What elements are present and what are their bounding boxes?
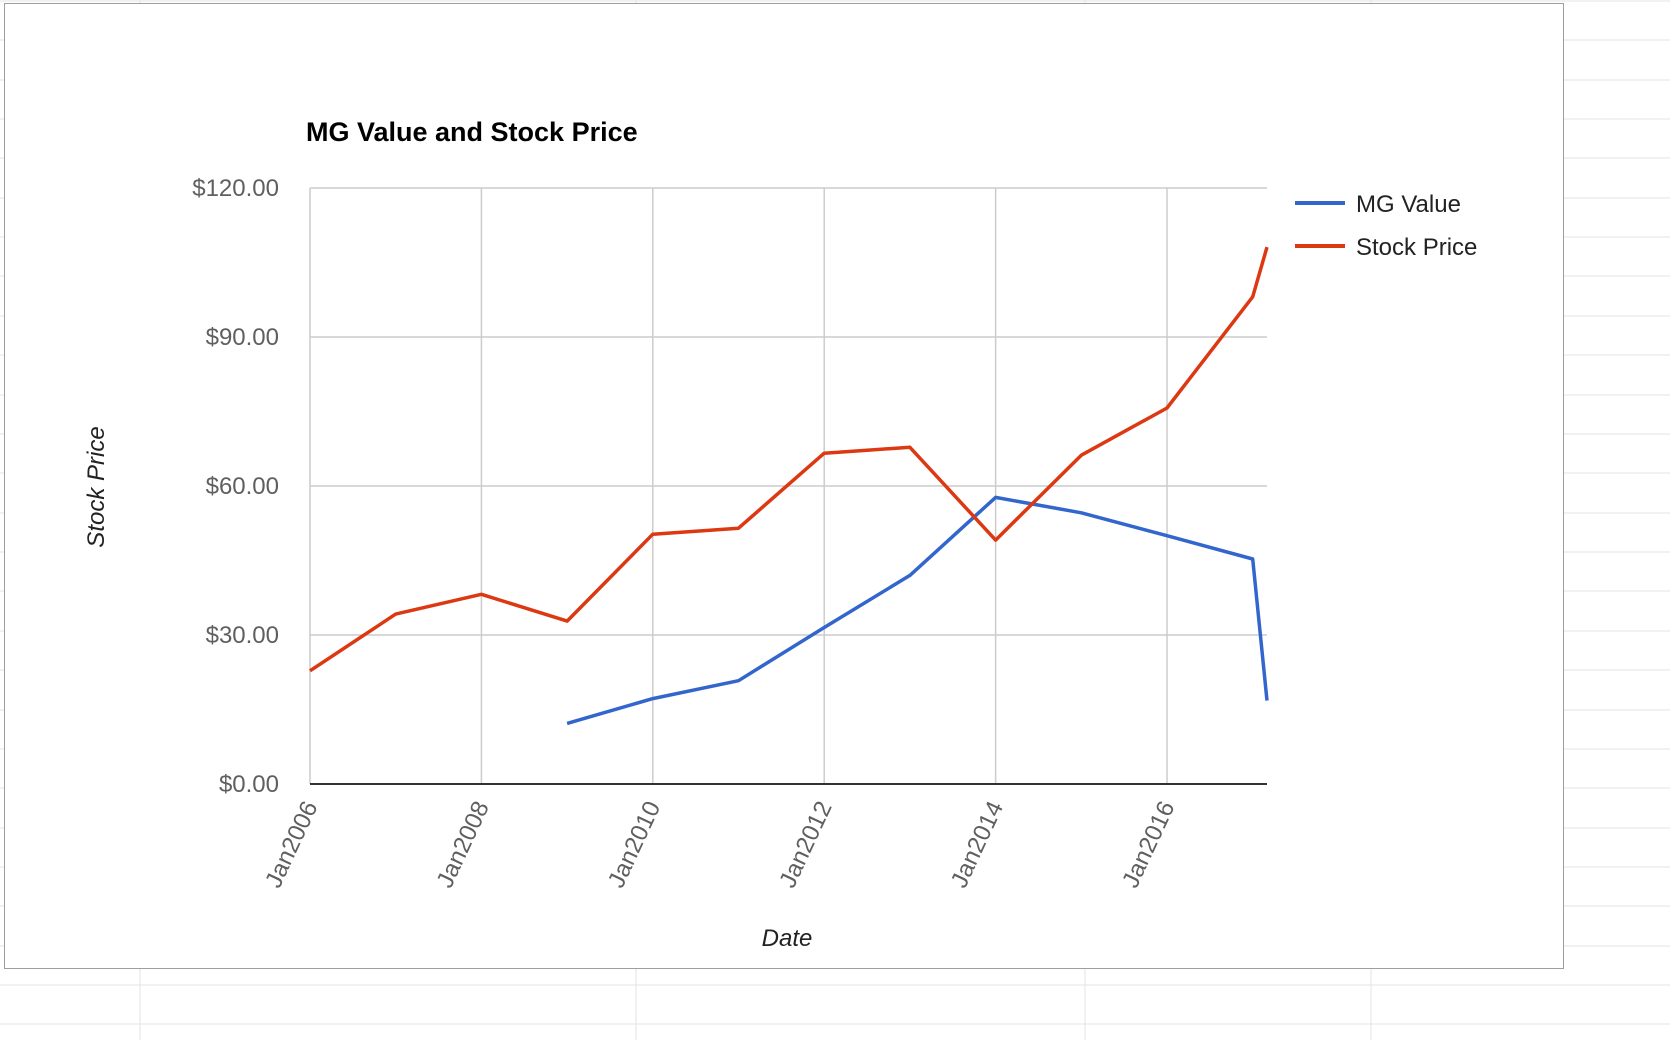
x-tick-label: Jan2006 [260,797,323,892]
chart-title: MG Value and Stock Price [306,117,638,147]
x-tick-label: Jan2016 [1117,797,1180,892]
y-axis-ticks: $0.00 $30.00 $60.00 $90.00 $120.00 [192,175,279,798]
legend[interactable]: MG Value Stock Price [1295,191,1477,261]
x-tick-label: Jan2012 [774,797,837,892]
x-axis-ticks: Jan2006 Jan2008 Jan2010 Jan2012 Jan2014 Jan20… [260,797,1180,892]
x-axis-title: Date [762,925,813,952]
legend-label-mg-value: MG Value [1356,191,1461,218]
x-tick-label: Jan2010 [603,797,666,892]
series-lines [309,246,1269,726]
x-tick-label: Jan2008 [431,797,494,892]
y-tick-label: $60.00 [206,473,279,500]
series-line-stock-price[interactable] [309,246,1269,673]
y-tick-label: $30.00 [206,622,279,649]
x-tick-label: Jan2014 [946,797,1009,892]
series-line-mg-value[interactable] [566,495,1269,726]
y-tick-label: $0.00 [219,771,279,798]
chart-container[interactable]: $0.00 $30.00 $60.00 $90.00 $120.00 Jan2006 Ja… [4,3,1564,969]
y-tick-label: $90.00 [206,324,279,351]
legend-label-stock-price: Stock Price [1356,234,1477,261]
y-axis-title: Stock Price [83,426,110,547]
chart-canvas: $0.00$30.00$60.00$90.00$120.00 Jan2006 Ja… [83,117,1477,952]
y-tick-label: $120.00 [192,175,279,202]
